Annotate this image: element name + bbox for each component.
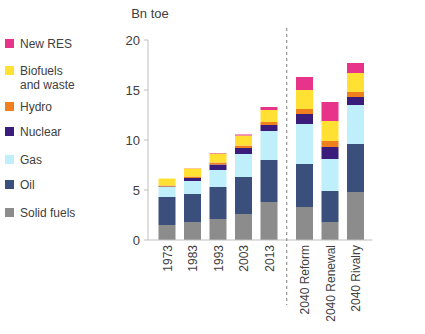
x-tick-label: 2013 bbox=[263, 245, 277, 272]
y-tick bbox=[144, 190, 148, 191]
legend-swatch bbox=[5, 155, 14, 164]
bar-segment bbox=[296, 207, 313, 240]
y-tick bbox=[144, 40, 148, 41]
bar-segment bbox=[261, 131, 278, 160]
bar-segment bbox=[184, 177, 201, 179]
bar-segment bbox=[159, 187, 176, 197]
bar-segment bbox=[347, 105, 364, 144]
x-tick-label: 2003 bbox=[237, 245, 251, 272]
bar-segment bbox=[347, 144, 364, 192]
bar-segment bbox=[322, 191, 339, 222]
x-tick-label: 1983 bbox=[186, 245, 200, 272]
bar-segment bbox=[347, 97, 364, 105]
bar-segment bbox=[235, 146, 252, 149]
y-tick bbox=[144, 240, 148, 241]
bar-segment bbox=[322, 121, 339, 141]
bar-segment bbox=[261, 160, 278, 202]
separator bbox=[286, 28, 287, 305]
legend-label: Nuclear bbox=[20, 125, 61, 139]
bar-segment bbox=[322, 147, 339, 159]
bar-segment bbox=[322, 102, 339, 121]
y-tick-label: 20 bbox=[126, 33, 140, 48]
legend-swatch bbox=[5, 66, 14, 75]
x-tick-label: 1993 bbox=[212, 245, 226, 272]
y-tick bbox=[144, 90, 148, 91]
bar-segment bbox=[235, 148, 252, 154]
legend-swatch bbox=[5, 208, 14, 217]
bar-segment bbox=[210, 163, 227, 165]
bar-segment bbox=[322, 141, 339, 147]
legend-label: Gas bbox=[20, 153, 42, 167]
bar-segment bbox=[210, 153, 227, 155]
y-tick-label: 0 bbox=[133, 233, 140, 248]
bar-segment bbox=[296, 109, 313, 114]
bar-segment bbox=[296, 77, 313, 90]
x-tick-label: 2040 Renewal bbox=[324, 245, 338, 322]
bars bbox=[159, 63, 365, 240]
legend-swatch bbox=[5, 180, 14, 189]
x-tick-label: 2040 Rivalry bbox=[349, 245, 363, 312]
bar-segment bbox=[296, 124, 313, 164]
bar-segment bbox=[322, 159, 339, 191]
legend-label: Oil bbox=[20, 178, 35, 192]
bar-segment bbox=[347, 63, 364, 73]
bar-segment bbox=[261, 122, 278, 125]
bar-segment bbox=[347, 92, 364, 97]
bar-segment bbox=[296, 114, 313, 124]
bar-segment bbox=[296, 164, 313, 207]
legend-swatch bbox=[5, 39, 14, 48]
legend-label: Biofuelsand waste bbox=[20, 64, 75, 92]
bar-segment bbox=[322, 222, 339, 240]
x-axis bbox=[148, 240, 373, 241]
bar-segment bbox=[347, 192, 364, 240]
legend-swatch bbox=[5, 127, 14, 136]
bar-segment bbox=[159, 186, 176, 187]
bar-segment bbox=[184, 222, 201, 240]
bar-segment bbox=[159, 178, 176, 179]
legend-swatch bbox=[5, 102, 14, 111]
bar-segment bbox=[261, 110, 278, 122]
legend-label: Solid fuels bbox=[20, 206, 75, 220]
bar-segment bbox=[347, 73, 364, 92]
y-tick-label: 5 bbox=[133, 183, 140, 198]
bar-segment bbox=[210, 219, 227, 240]
bar-segment bbox=[159, 179, 176, 186]
bar-segment bbox=[184, 168, 201, 169]
bar-segment bbox=[184, 181, 201, 194]
bar-segment bbox=[235, 214, 252, 240]
bar-segment bbox=[159, 197, 176, 225]
bar-segment bbox=[210, 170, 227, 187]
legend-label: Hydro bbox=[20, 100, 52, 114]
bar-segment bbox=[210, 187, 227, 219]
bar-segment bbox=[235, 154, 252, 177]
bar-segment bbox=[159, 186, 176, 188]
bar-segment bbox=[235, 177, 252, 214]
bar-segment bbox=[159, 225, 176, 240]
y-tick bbox=[144, 140, 148, 141]
bar-segment bbox=[235, 136, 252, 146]
x-tick-label: 2040 Reform bbox=[298, 245, 312, 314]
bar-segment bbox=[210, 165, 227, 171]
bar-segment bbox=[296, 90, 313, 109]
bar-segment bbox=[184, 169, 201, 177]
bar-segment bbox=[261, 202, 278, 240]
bar-segment bbox=[210, 154, 227, 163]
bar-segment bbox=[184, 194, 201, 222]
y-label: Bn toe bbox=[131, 6, 169, 21]
bar-segment bbox=[261, 107, 278, 110]
chart: 0 5 10 15 20 Bn toe 1973 1983 1993 2003 2013 2040 R… bbox=[0, 0, 425, 334]
bar-segment bbox=[235, 135, 252, 136]
bar-segment bbox=[261, 125, 278, 131]
bar-segment bbox=[184, 178, 201, 181]
y-tick-label: 10 bbox=[126, 133, 140, 148]
x-tick-label: 1973 bbox=[161, 245, 175, 272]
legend-label: New RES bbox=[20, 37, 72, 51]
y-tick-label: 15 bbox=[126, 83, 140, 98]
